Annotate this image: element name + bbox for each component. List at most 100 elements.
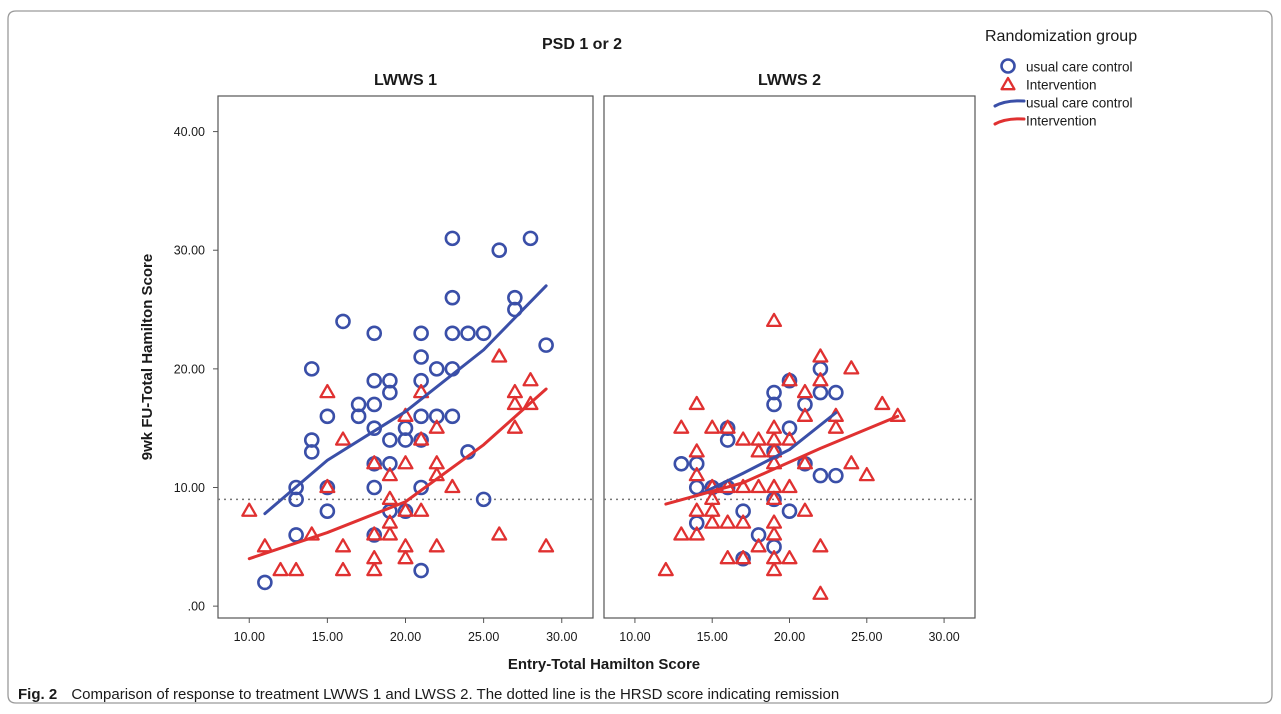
fit-line-usual-care-control [695,411,838,498]
data-point-triangle [750,478,767,494]
data-point-triangle [889,407,906,422]
data-point-triangle [765,514,783,529]
data-point-triangle [688,466,705,482]
x-tick-label: 10.00 [619,630,650,644]
legend-item: Intervention [993,114,1097,129]
data-point-triangle [719,514,736,529]
y-tick-label: .00 [188,600,205,614]
data-point-triangle [765,478,783,494]
x-tick-label: 15.00 [697,630,728,644]
data-point-triangle [366,526,383,541]
data-point-circle [444,325,461,342]
series-intervention [657,312,906,600]
data-point-triangle [796,455,814,470]
data-point-triangle [366,561,383,577]
data-point-triangle [827,419,844,434]
data-point-circle [257,574,273,591]
data-point-circle [828,384,844,401]
figure-caption: Fig. 2 Comparison of response to treatme… [18,686,839,703]
data-point-circle [366,372,383,389]
data-point-triangle [843,360,860,375]
data-point-circle [366,325,383,342]
panel-frame [603,95,976,619]
data-point-triangle [858,466,875,482]
data-point-triangle [397,538,414,553]
data-point-triangle [704,502,721,517]
data-point-triangle [735,431,752,446]
data-point-triangle [506,419,523,434]
data-point-circle [382,384,398,401]
data-point-triangle [735,514,752,529]
data-point-triangle [735,478,752,494]
data-point-triangle [796,407,814,422]
data-point-triangle [506,395,523,411]
data-point-triangle [657,561,674,577]
data-point-triangle [704,514,721,529]
data-point-triangle [413,502,430,517]
x-tick-label: 30.00 [546,630,577,644]
data-point-circle [335,313,351,330]
data-point-triangle [381,466,398,482]
data-point-triangle [673,419,690,434]
legend-swatch-triangle [1000,76,1016,91]
legend-title: Randomization group [985,28,1137,45]
data-point-circle [444,230,461,247]
data-point-triangle [781,550,798,565]
data-point-triangle [719,550,736,565]
data-point-circle [460,325,476,342]
panel-2: LWWS 2 10.00 15.00 20.00 25.00 30.00 [603,72,976,644]
data-point-triangle [491,348,508,363]
data-point-triangle [334,561,352,577]
data-point-triangle [538,538,555,553]
legend-swatch-circle [1000,58,1016,74]
data-point-triangle [319,383,336,399]
data-point-circle [303,444,320,460]
legend-label: usual care control [1026,96,1133,111]
y-tick-label: 40.00 [174,125,205,139]
data-point-triangle [688,395,705,411]
data-point-triangle [781,431,798,446]
data-point-triangle [765,561,783,577]
panel-title: LWWS 2 [758,72,821,89]
data-point-triangle [444,478,461,494]
data-point-triangle [428,419,445,434]
data-point-circle [397,432,414,448]
fit-line-usual-care-control [263,284,548,516]
data-point-circle [781,503,798,520]
legend-label: Intervention [1026,114,1097,129]
data-point-triangle [428,455,445,470]
data-point-circle [413,325,429,342]
data-point-circle [828,467,844,484]
data-point-triangle [397,455,414,470]
data-point-triangle [506,383,523,399]
data-point-circle [413,562,429,579]
legend-item: usual care control [1000,58,1133,75]
data-point-circle [673,455,690,472]
data-point-triangle [735,550,752,565]
x-tick-label: 25.00 [851,630,882,644]
data-point-triangle [688,502,705,517]
y-tick-label: 20.00 [174,362,205,376]
data-point-triangle [781,372,798,387]
data-point-triangle [673,526,690,541]
data-point-circle [428,361,445,377]
data-point-circle [491,242,508,259]
data-point-circle [303,361,320,377]
data-point-triangle [522,395,539,411]
data-point-triangle [796,383,814,399]
data-point-triangle [765,419,783,434]
figure-frame [7,10,1273,704]
legend-label: Intervention [1026,78,1097,93]
data-point-triangle [750,431,767,446]
fit-line-intervention [247,387,548,561]
data-point-triangle [688,443,705,458]
data-point-circle [812,384,829,401]
x-tick-label: 30.00 [928,630,959,644]
data-point-triangle [874,395,891,411]
data-point-circle [288,491,304,508]
data-point-circle [444,408,461,425]
data-point-circle [319,408,336,425]
data-point-triangle [334,431,352,446]
data-point-triangle [719,419,736,434]
